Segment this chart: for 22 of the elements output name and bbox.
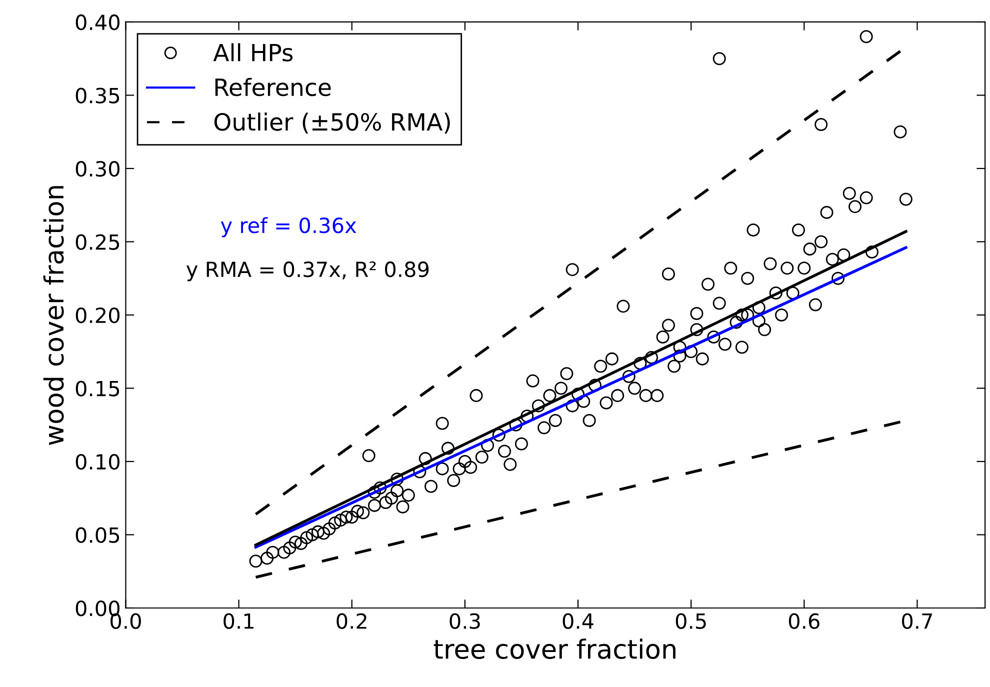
y-tick-label: 0.35 [76, 88, 120, 104]
y-tick-label: 0.05 [76, 527, 120, 543]
x-tick-label: 0.2 [336, 613, 366, 629]
x-tick-label: 0.4 [562, 613, 594, 629]
legend-label: Reference [215, 78, 331, 96]
y-tick-label: 0.20 [76, 307, 120, 324]
x-axis-title: tree cover fraction [434, 638, 676, 659]
x-tick-label: 0.6 [788, 613, 820, 629]
y-tick-label: 0.15 [76, 380, 120, 396]
x-tick-label: 0.1 [224, 613, 254, 629]
annotation: y RMA = 0.37x, R² 0.89 [186, 261, 429, 282]
y-tick-label: 0.40 [76, 14, 120, 30]
legend-label: All HPs [213, 43, 293, 62]
y-axis-title: wood cover fraction [43, 186, 64, 445]
x-tick-label: 0.5 [676, 613, 706, 629]
annotation: y ref = 0.36x [220, 217, 356, 238]
y-tick-label: 0.25 [76, 234, 120, 250]
legend-label: Outlier (±50% RMA) [214, 112, 450, 134]
y-tick-label: 0.30 [76, 160, 120, 177]
x-tick-label: 0.7 [902, 613, 932, 629]
x-tick-label: 0.3 [450, 613, 480, 629]
y-tick-label: 0.10 [76, 454, 120, 470]
